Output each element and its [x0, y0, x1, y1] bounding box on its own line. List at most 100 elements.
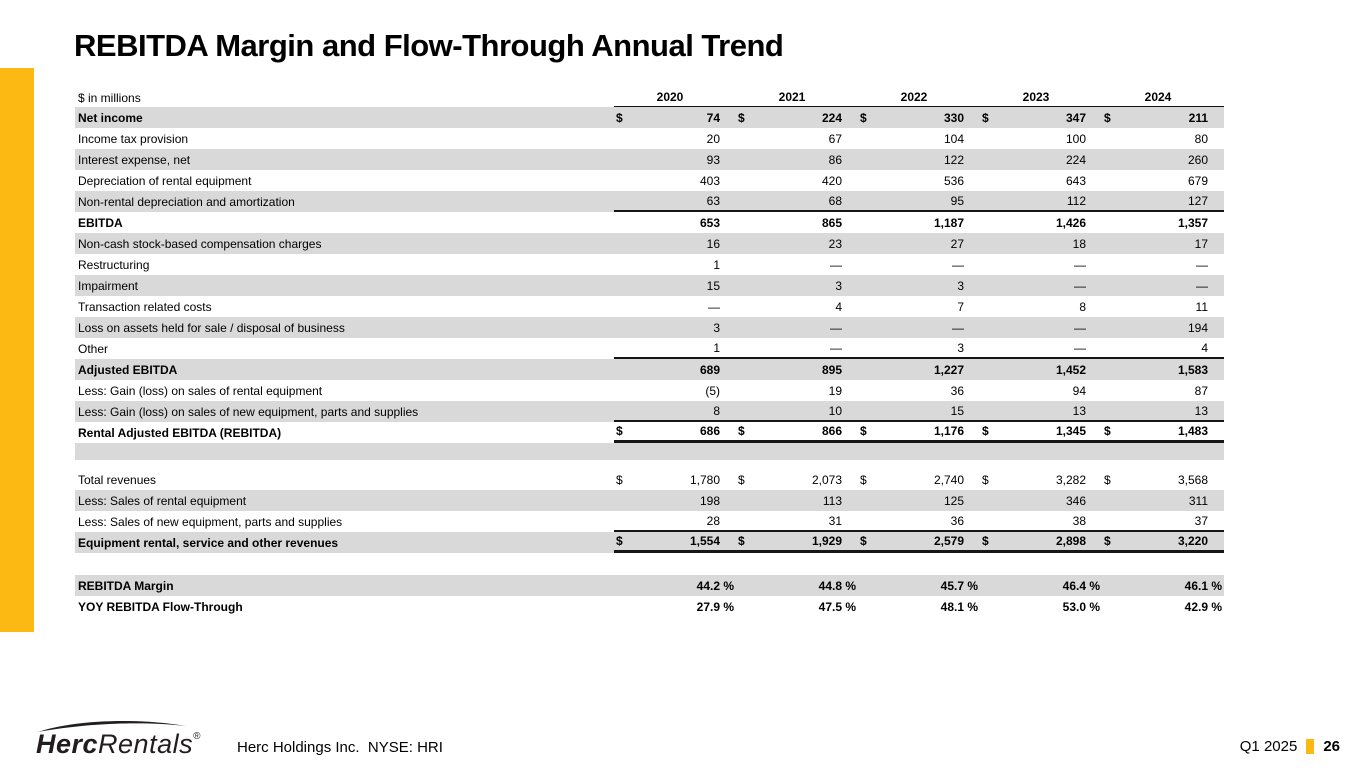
- dollar-sign: $: [738, 110, 745, 125]
- cell-value: 13: [1072, 403, 1086, 418]
- row-label: Restructuring: [78, 257, 150, 272]
- cell-value: 37: [1194, 513, 1208, 528]
- table-spacer-row: [75, 443, 1224, 460]
- column-header-year: 2023: [1022, 90, 1050, 104]
- cell-value: 211: [1188, 110, 1208, 125]
- dollar-sign: $: [616, 110, 623, 125]
- cell-value: 47.5 %: [818, 599, 856, 614]
- row-values: 16 23 27 18 17: [614, 233, 1224, 254]
- year-cell: —: [736, 317, 858, 338]
- year-cell: 260: [1102, 149, 1224, 170]
- year-cell: 67: [736, 128, 858, 149]
- row-label: Less: Gain (loss) on sales of new equipm…: [78, 404, 419, 419]
- cell-value: —: [830, 340, 842, 355]
- year-cell: 1,583: [1102, 359, 1224, 380]
- year-cell: 104: [858, 128, 980, 149]
- row-label: Interest expense, net: [78, 152, 191, 167]
- cell-value: —: [1074, 257, 1086, 272]
- table-row: Total revenues $1,780 $2,073 $2,740 $3,282 $3…: [75, 469, 1224, 490]
- cell-value: 19: [828, 383, 842, 398]
- unit-label: $ in millions: [78, 90, 141, 105]
- column-header-year: 2024: [1144, 90, 1172, 104]
- cell-value: 865: [821, 215, 842, 230]
- cell-value: —: [1196, 257, 1208, 272]
- cell-value: 536: [943, 173, 964, 188]
- cell-value: —: [1196, 278, 1208, 293]
- cell-value: 80: [1194, 131, 1208, 146]
- year-cell: 94: [980, 380, 1102, 401]
- year-cell: (5): [614, 380, 736, 401]
- footer-right-group: Q1 2025 26: [1240, 738, 1340, 755]
- cell-value: 311: [1188, 493, 1208, 508]
- year-cell: 865: [736, 212, 858, 233]
- year-cell: 38: [980, 511, 1102, 530]
- year-cell: 31: [736, 511, 858, 530]
- year-cell: 7: [858, 296, 980, 317]
- row-label: Loss on assets held for sale / disposal …: [78, 320, 345, 335]
- cell-value: 38: [1072, 513, 1086, 528]
- year-cell: 122: [858, 149, 980, 170]
- row-label: Less: Gain (loss) on sales of rental equ…: [78, 383, 323, 398]
- year-cell: 93: [614, 149, 736, 170]
- footer-period: Q1 2025: [1239, 738, 1298, 755]
- year-cell: 45.7 %: [858, 575, 980, 596]
- year-cell: 95: [858, 191, 980, 210]
- dollar-sign: $: [1104, 534, 1111, 548]
- cell-value: 1,345: [1055, 424, 1086, 438]
- year-cell: 47.5 %: [736, 596, 858, 617]
- year-cell: 11: [1102, 296, 1224, 317]
- dollar-sign: $: [738, 472, 745, 487]
- year-cell: 1,227: [858, 359, 980, 380]
- cell-value: 68: [828, 193, 842, 208]
- row-label: Non-rental depreciation and amortization: [78, 194, 295, 209]
- row-label: Non-cash stock-based compensation charge…: [78, 236, 322, 251]
- row-label: Rental Adjusted EBITDA (REBITDA): [78, 425, 282, 440]
- row-values: 689 895 1,227 1,452 1,583: [614, 359, 1224, 380]
- year-cell: 689: [614, 359, 736, 380]
- row-values: 403 420 536 643 679: [614, 170, 1224, 191]
- row-label: Impairment: [78, 278, 139, 293]
- cell-value: 1,929: [811, 534, 842, 548]
- row-label: Total revenues: [78, 472, 157, 487]
- cell-value: 113: [822, 493, 842, 508]
- year-cell: [614, 443, 736, 460]
- cell-value: 36: [950, 383, 964, 398]
- row-values: 1 — 3 — 4: [614, 338, 1224, 359]
- cell-value: 8: [713, 403, 720, 418]
- cell-value: 3: [713, 320, 720, 335]
- cell-value: 44.8 %: [818, 578, 856, 593]
- cell-value: 1,780: [689, 472, 720, 487]
- cell-value: 866: [821, 424, 842, 438]
- year-cell: 420: [736, 170, 858, 191]
- dollar-sign: $: [1104, 424, 1111, 438]
- year-cell: 653: [614, 212, 736, 233]
- cell-value: 347: [1065, 110, 1086, 125]
- cell-value: 1,554: [689, 534, 720, 548]
- year-cell: 23: [736, 233, 858, 254]
- cell-value: 122: [943, 152, 964, 167]
- table-row: Impairment 15 3 3 — —: [75, 275, 1224, 296]
- year-cell: $2,898: [980, 532, 1102, 550]
- cell-value: 45.7 %: [940, 578, 978, 593]
- year-cell: 194: [1102, 317, 1224, 338]
- cell-value: 2,073: [811, 472, 842, 487]
- cell-value: 1: [713, 257, 720, 272]
- row-label: Adjusted EBITDA: [78, 362, 178, 377]
- cell-value: 1,426: [1055, 215, 1086, 230]
- year-cell: $3,568: [1102, 469, 1224, 490]
- cell-value: 27: [950, 236, 964, 251]
- year-cell: —: [980, 338, 1102, 357]
- year-cell: 643: [980, 170, 1102, 191]
- cell-value: 346: [1065, 493, 1086, 508]
- year-cell: 19: [736, 380, 858, 401]
- cell-value: (5): [705, 383, 720, 398]
- table-row: Less: Gain (loss) on sales of rental equ…: [75, 380, 1224, 401]
- year-cell: 44.2 %: [614, 575, 736, 596]
- year-cell: 18: [980, 233, 1102, 254]
- cell-value: 27.9 %: [696, 599, 734, 614]
- row-values: 93 86 122 224 260: [614, 149, 1224, 170]
- dollar-sign: $: [982, 110, 989, 125]
- cell-value: 31: [828, 513, 842, 528]
- row-values: 63 68 95 112 127: [614, 191, 1224, 212]
- cell-value: 28: [706, 513, 720, 528]
